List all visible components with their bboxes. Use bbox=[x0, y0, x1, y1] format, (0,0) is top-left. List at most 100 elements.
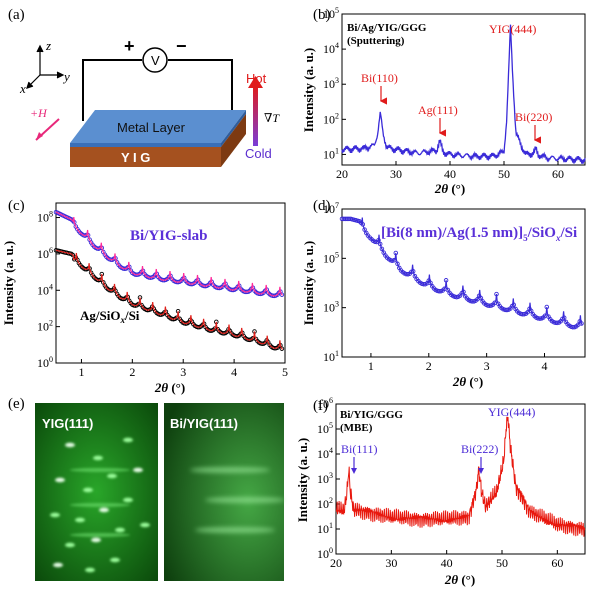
diffraction-spot bbox=[85, 567, 95, 573]
panel-letter-c: (c) bbox=[8, 198, 25, 214]
x-tick-label: 20 bbox=[330, 556, 342, 570]
y-tick-label: 105 bbox=[317, 421, 333, 436]
y-tick-label: 102 bbox=[323, 111, 339, 126]
circuit-wire bbox=[82, 59, 233, 121]
diffraction-spot bbox=[53, 562, 63, 568]
yig-slab bbox=[70, 114, 246, 167]
diffraction-spot bbox=[93, 455, 103, 461]
diffraction-spot bbox=[91, 537, 101, 543]
chart-c: 1 2 3 4 5 100 102 104 106 108 bbox=[37, 210, 288, 379]
xrd-trace-b bbox=[341, 24, 586, 164]
y-tick-label: 104 bbox=[323, 41, 339, 56]
peak-label-ag111: Ag(111) bbox=[418, 103, 458, 117]
panel-letter-f: (f) bbox=[313, 398, 328, 414]
diffraction-streak bbox=[190, 467, 270, 473]
coordinate-axes-icon bbox=[26, 44, 65, 89]
peak-label-bi222: Bi(222) bbox=[461, 442, 498, 456]
field-label: +H bbox=[30, 106, 48, 120]
series-label-ag-siox: Ag/SiOx/Si bbox=[80, 308, 140, 325]
y-tick-label: 101 bbox=[323, 349, 339, 364]
panel-e: (e) YIG(111) Bi/YIG(111) bbox=[8, 396, 285, 581]
x-tick-label: 3 bbox=[180, 365, 186, 379]
x-tick-label: 2 bbox=[129, 365, 135, 379]
peak-label-yig444: YIG(444) bbox=[489, 22, 536, 36]
x-axis-title-d: 2θ (°) bbox=[452, 374, 483, 389]
cold-label: Cold bbox=[245, 146, 272, 161]
metal-layer-slab bbox=[70, 110, 246, 147]
diffraction-streak bbox=[205, 497, 285, 503]
gradient-label: ∇T bbox=[264, 111, 280, 125]
data-point bbox=[379, 246, 385, 252]
diffraction-spot bbox=[99, 507, 109, 513]
diffraction-spot bbox=[65, 542, 75, 548]
yig-label: Y I G bbox=[121, 150, 150, 165]
chart-b: 20 30 40 50 60 101 102 103 104 105 bbox=[323, 6, 586, 181]
diffraction-streak bbox=[195, 527, 275, 533]
fit-line bbox=[55, 249, 283, 350]
panel-letter-b: (b) bbox=[313, 7, 331, 23]
x-tick-label: 3 bbox=[484, 359, 490, 373]
diffraction-spot bbox=[55, 477, 65, 483]
y-tick-label: 103 bbox=[323, 300, 339, 315]
hot-label: Hot bbox=[246, 71, 267, 86]
x-tick-label: 1 bbox=[78, 365, 84, 379]
x-tick-label: 5 bbox=[282, 365, 288, 379]
voltmeter-icon bbox=[142, 47, 168, 73]
diffraction-spot bbox=[83, 487, 93, 493]
rheed-image-bi-yig bbox=[164, 403, 285, 581]
sample-label-f: Bi/YIG/GGG bbox=[340, 409, 403, 421]
y-axis-title-b: Intensity (a. u.) bbox=[301, 48, 316, 133]
diffraction-streak bbox=[70, 468, 130, 472]
y-tick-label: 101 bbox=[317, 521, 333, 536]
plot-frame-d bbox=[341, 208, 586, 358]
diffraction-spot bbox=[123, 497, 133, 503]
x-tick-label: 60 bbox=[551, 556, 563, 570]
x-tick-label: 40 bbox=[444, 167, 456, 181]
panel-letter-e: (e) bbox=[8, 396, 25, 412]
diffraction-spot bbox=[133, 467, 143, 473]
panel-letter-a: (a) bbox=[8, 7, 25, 23]
y-tick-label: 102 bbox=[317, 496, 333, 511]
minus-sign: − bbox=[176, 36, 187, 56]
diffraction-spot bbox=[50, 512, 60, 518]
y-axis-title-d: Intensity (a. u.) bbox=[301, 241, 316, 326]
xrd-trace-f bbox=[335, 416, 586, 537]
voltmeter-label: V bbox=[151, 53, 160, 68]
data-point bbox=[279, 346, 285, 351]
y-tick-label: 105 bbox=[323, 6, 339, 21]
rheed-label-bi-yig: Bi/YIG(111) bbox=[170, 416, 238, 431]
diffraction-spot bbox=[65, 442, 75, 448]
data-point bbox=[212, 326, 218, 331]
fit-line bbox=[342, 217, 583, 328]
metal-layer-label: Metal Layer bbox=[117, 120, 186, 135]
y-tick-label: 105 bbox=[323, 250, 339, 265]
panel-b: (b) Bi/Ag/YIG/GGG (Sputtering) 20 30 40 50 6… bbox=[301, 6, 586, 196]
x-tick-label: 20 bbox=[336, 167, 348, 181]
method-label-f: (MBE) bbox=[340, 422, 373, 434]
rheed-image-yig bbox=[35, 403, 158, 581]
sample-label-d: [Bi(8 nm)/Ag(1.5 nm)]5/SiOx/Si bbox=[381, 225, 577, 243]
y-tick-label: 100 bbox=[37, 355, 53, 370]
y-tick-label: 108 bbox=[37, 210, 53, 225]
y-tick-label: 104 bbox=[317, 446, 333, 461]
magnetic-field-arrow-icon bbox=[35, 118, 60, 141]
x-tick-label: 4 bbox=[542, 359, 548, 373]
x-tick-label: 1 bbox=[368, 359, 374, 373]
arrow-head-icon bbox=[351, 468, 357, 474]
panel-d: (d) 1 2 3 4 101 103 105 107 [Bi(8 nm)/Ag(1.5 nm… bbox=[301, 198, 586, 389]
x-tick-label: 30 bbox=[385, 556, 397, 570]
data-point bbox=[362, 227, 367, 232]
peak-label-bi111: Bi(111) bbox=[341, 442, 377, 456]
chart-f: 20 30 40 50 60 100 101 102 103 104 105 106 bbox=[317, 396, 586, 570]
panel-c: (c) 1 2 3 4 5 100 102 104 106 108 Bi/YIG-slab Ag/… bbox=[1, 198, 288, 395]
diffraction-spot bbox=[123, 437, 133, 443]
diffraction-spot bbox=[115, 527, 125, 533]
y-tick-label: 100 bbox=[317, 546, 333, 561]
method-label-b: (Sputtering) bbox=[347, 35, 405, 47]
plot-frame-c bbox=[55, 202, 286, 364]
plot-frame-f bbox=[335, 403, 586, 555]
rheed-label-yig: YIG(111) bbox=[42, 416, 93, 431]
panel-letter-d: (d) bbox=[313, 198, 331, 214]
diffraction-spot bbox=[107, 473, 117, 479]
